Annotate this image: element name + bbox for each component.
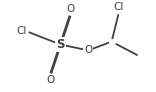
Text: O: O <box>46 75 54 85</box>
Text: Cl: Cl <box>114 2 124 12</box>
Text: O: O <box>84 45 92 55</box>
Text: O: O <box>67 4 75 14</box>
Text: S: S <box>56 38 65 51</box>
Text: S: S <box>56 38 65 51</box>
Text: Cl: Cl <box>17 26 27 36</box>
